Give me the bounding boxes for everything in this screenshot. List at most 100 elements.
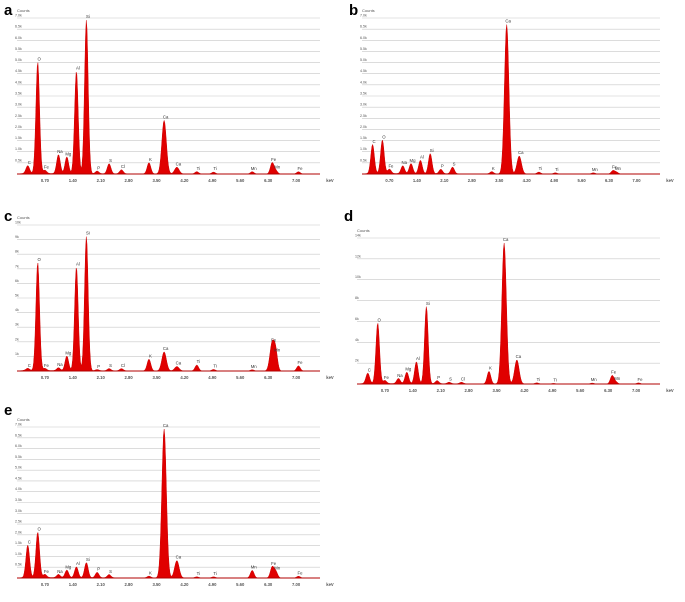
peak-label-mn: Mn: [592, 167, 599, 172]
y-unit-label: Counts: [357, 228, 370, 233]
x-unit-label: keV: [326, 582, 334, 587]
peak-label-ca: Ca: [503, 237, 509, 242]
y-unit-label: Counts: [362, 8, 375, 13]
x-tick-label: 3.50: [152, 178, 161, 183]
peak-label-ti: Ti: [197, 571, 200, 576]
peak-label-ca: Ca: [176, 361, 182, 366]
x-tick-label: 4.20: [520, 388, 529, 393]
y-tick-label: 7k: [15, 264, 19, 268]
y-tick-label: 5.5k: [15, 47, 22, 51]
x-tick-label: 3.50: [152, 375, 161, 380]
peak-label-s: S: [109, 363, 112, 368]
y-tick-label: 7.0k: [360, 14, 367, 18]
peak-label-mn: Mn: [251, 166, 258, 171]
y-tick-label: 5k: [15, 294, 19, 298]
peak-label-fe: Fe: [271, 561, 277, 566]
x-tick-label: 2.10: [437, 388, 446, 393]
peak-label-k: K: [149, 353, 152, 358]
peak-label-k: K: [492, 166, 495, 171]
peak-label-cl: Cl: [121, 164, 125, 169]
spectrum-area: [16, 20, 321, 175]
peak-label-mg: Mg: [65, 350, 72, 355]
eds-spectrum-chart-e: Counts 0.5k 1.0k 1.5k 2.0k 2.5k 3.0k 3.5k 4.0k 4.…: [15, 417, 334, 587]
x-tick-label: 2.10: [97, 178, 106, 183]
peak-label-mn: Mn: [274, 165, 281, 170]
x-tick-label: 3.50: [152, 582, 161, 587]
x-tick-label: 0.70: [41, 582, 50, 587]
y-tick-label: 1k: [15, 352, 19, 356]
y-tick-label: 6.0k: [15, 444, 22, 448]
peak-label-cl: Cl: [121, 363, 125, 368]
y-tick-label: 6.5k: [360, 25, 367, 29]
y-tick-label: 6.0k: [360, 36, 367, 40]
peak-label-fe: Fe: [44, 165, 50, 170]
peak-label-al: Al: [420, 155, 424, 160]
peak-label-fe: Fe: [388, 164, 394, 169]
x-tick-label: 2.80: [125, 582, 134, 587]
peak-label-ti: Ti: [213, 166, 216, 171]
y-tick-label: 2.5k: [15, 114, 22, 118]
peak-label-s: S: [109, 158, 112, 163]
x-tick-label: 4.90: [550, 178, 559, 183]
peak-label-mn: Mn: [614, 376, 621, 381]
x-tick-label: 6.30: [264, 582, 273, 587]
peak-label-cl: Cl: [461, 376, 465, 381]
peak-label-na: Na: [57, 362, 63, 367]
peak-label-s: S: [449, 376, 452, 381]
peak-label-fe: Fe: [384, 375, 390, 380]
x-tick-label: 6.30: [264, 375, 273, 380]
peak-label-ca: Ca: [518, 150, 524, 155]
y-tick-label: 2.0k: [15, 125, 22, 129]
peak-label-na: Na: [57, 149, 63, 154]
panel-label-c: c: [4, 208, 13, 225]
y-tick-label: 12k: [355, 254, 361, 258]
y-tick-label: 3.5k: [15, 92, 22, 96]
peak-label-mg: Mg: [65, 151, 72, 156]
y-tick-label: 8k: [15, 250, 19, 254]
peak-label-si: Si: [86, 14, 90, 19]
y-tick-label: 1.5k: [15, 136, 22, 140]
y-tick-label: 6k: [355, 317, 359, 321]
x-tick-label: 7.00: [292, 375, 301, 380]
peak-label-ti: Ti: [553, 377, 556, 382]
x-tick-label: 5.60: [236, 375, 245, 380]
y-tick-label: 7.0k: [15, 14, 22, 18]
y-tick-label: 4.0k: [360, 80, 367, 84]
y-tick-label: 2k: [15, 337, 19, 341]
peak-label-fe: Fe: [611, 370, 617, 375]
peak-label-s: S: [109, 569, 112, 574]
y-tick-label: 7.0k: [15, 423, 22, 427]
spectrum-area: [356, 243, 661, 385]
peak-label-mn: Mn: [251, 364, 258, 369]
panel-label-d: d: [344, 208, 354, 225]
x-unit-label: keV: [666, 388, 674, 393]
y-tick-label: 3k: [15, 323, 19, 327]
x-tick-label: 2.10: [97, 582, 106, 587]
y-tick-label: 0.5k: [360, 158, 367, 162]
y-tick-label: 6.5k: [15, 25, 22, 29]
x-tick-label: 2.80: [125, 178, 134, 183]
peak-label-p: P: [97, 165, 100, 170]
x-tick-label: 1.40: [69, 582, 78, 587]
peak-label-p: P: [441, 164, 444, 169]
y-tick-label: 5.5k: [360, 47, 367, 51]
x-tick-label: 5.60: [578, 178, 587, 183]
peak-label-o: O: [378, 318, 382, 323]
y-tick-label: 4.0k: [15, 487, 22, 491]
peak-label-mn: Mn: [615, 166, 622, 171]
y-tick-label: 1.5k: [360, 136, 367, 140]
peak-label-si: Si: [430, 148, 434, 153]
y-tick-label: 1.0k: [15, 552, 22, 556]
y-tick-label: 2.5k: [360, 114, 367, 118]
y-tick-label: 4k: [15, 308, 19, 312]
x-tick-label: 7.00: [632, 178, 641, 183]
peak-label-al: Al: [416, 356, 420, 361]
y-tick-label: 5.0k: [15, 466, 22, 470]
peak-label-ti: Ti: [213, 364, 216, 369]
x-tick-label: 4.90: [208, 375, 217, 380]
peak-label-ca: Ca: [163, 423, 169, 428]
y-tick-label: 3.0k: [15, 103, 22, 107]
x-tick-label: 3.50: [492, 388, 501, 393]
x-tick-label: 3.50: [495, 178, 504, 183]
